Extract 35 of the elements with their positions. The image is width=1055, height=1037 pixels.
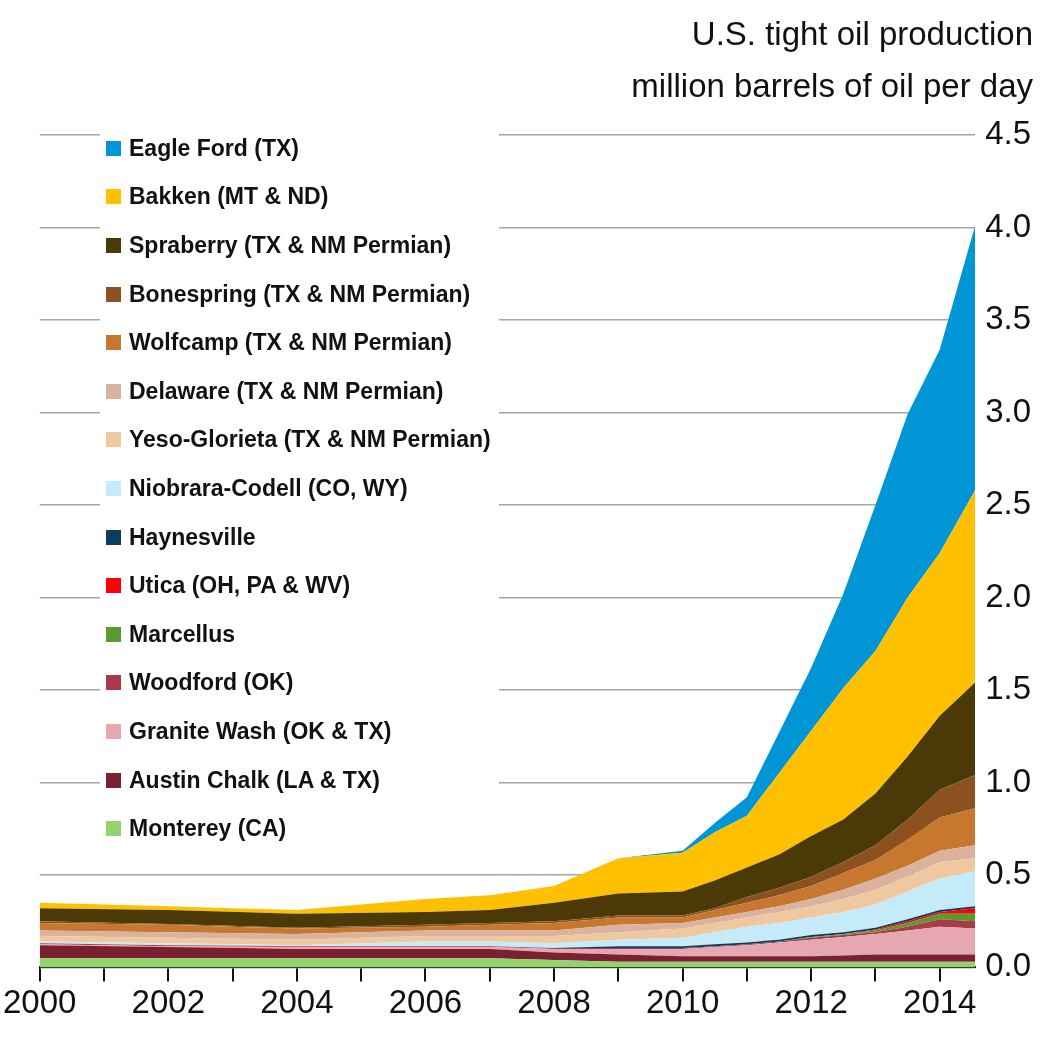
legend-label: Yeso-Glorieta (TX & NM Permian)	[129, 426, 491, 454]
legend-label: Haynesville	[129, 523, 256, 551]
y-tick-label: 3.0	[985, 391, 1031, 429]
legend-label: Wolfcamp (TX & NM Permian)	[129, 329, 452, 357]
chart-title: U.S. tight oil production	[690, 14, 1033, 54]
x-tick-label: 2006	[388, 983, 463, 1021]
legend-label: Utica (OH, PA & WV)	[129, 572, 351, 600]
legend-label: Monterey (CA)	[129, 815, 287, 843]
x-tick-label: 2010	[645, 983, 720, 1021]
legend-label: Spraberry (TX & NM Permian)	[129, 231, 452, 259]
y-tick-label: 1.0	[985, 761, 1031, 799]
y-tick-label: 3.5	[985, 299, 1031, 337]
x-tick-label: 2008	[517, 983, 591, 1021]
legend-label: Granite Wash (OK & TX)	[129, 717, 392, 745]
legend-label: Bakken (MT & ND)	[129, 183, 329, 211]
x-tick-label: 2014	[903, 983, 977, 1021]
legend-label: Niobrara-Codell (CO, WY)	[129, 474, 408, 502]
legend-label: Delaware (TX & NM Permian)	[129, 377, 444, 405]
legend-label: Bonespring (TX & NM Permian)	[129, 280, 471, 308]
legend-label: Eagle Ford (TX)	[129, 134, 299, 162]
y-tick-label: 2.5	[985, 484, 1031, 522]
x-tick-label: 2012	[774, 983, 848, 1021]
y-tick-label: 0.0	[985, 946, 1031, 984]
y-tick-label: 4.0	[985, 206, 1031, 244]
x-tick-label: 2002	[131, 983, 205, 1021]
y-tick-label: 4.5	[985, 114, 1031, 152]
y-tick-label: 0.5	[985, 854, 1031, 891]
legend-label: Marcellus	[129, 620, 236, 648]
legend-label: Woodford (OK)	[129, 669, 294, 697]
y-tick-label: 1.5	[985, 669, 1031, 707]
x-tick-label: 2004	[260, 983, 334, 1021]
chart-subtitle: million barrels of oil per day	[631, 66, 1033, 106]
y-tick-label: 2.0	[985, 576, 1031, 614]
x-tick-label: 2000	[3, 983, 77, 1021]
legend-label: Austin Chalk (LA & TX)	[129, 766, 380, 794]
